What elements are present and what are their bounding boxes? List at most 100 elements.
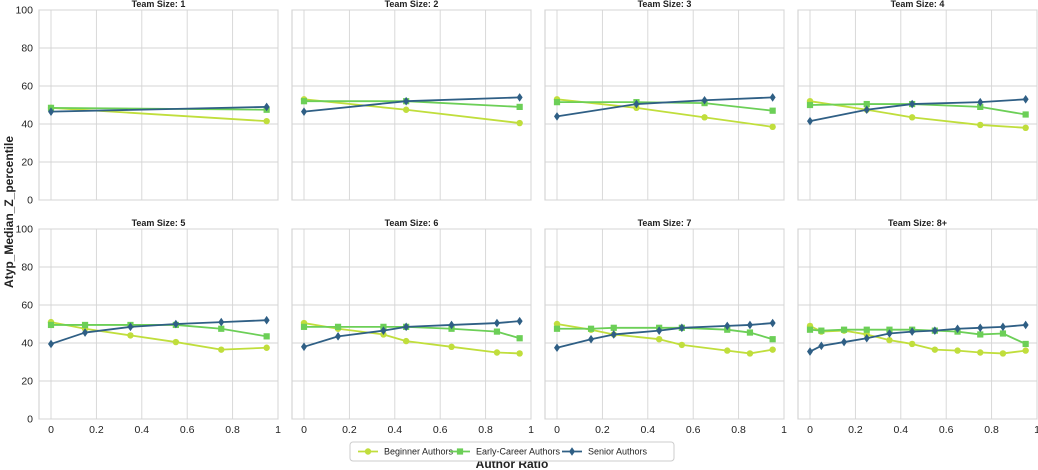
series-beginner-authors xyxy=(47,318,270,353)
x-tick-label: 0.2 xyxy=(342,424,357,436)
legend-item-early-career-authors: Early-Career Authors xyxy=(450,447,561,457)
panel-title: Team Size: 4 xyxy=(891,0,945,9)
y-tick-label: 60 xyxy=(21,81,33,93)
data-point xyxy=(1022,95,1029,104)
legend: Beginner Authors Early-Career Authors Seni… xyxy=(349,441,675,462)
y-tick-label: 100 xyxy=(15,224,33,236)
x-tick-label: 0.8 xyxy=(225,424,240,436)
y-tick-label: 40 xyxy=(21,119,33,131)
panel-team-size-2: Team Size: 2 xyxy=(291,0,532,201)
legend-marker xyxy=(569,447,575,456)
legend-label: Early-Career Authors xyxy=(476,447,561,457)
data-point xyxy=(127,332,134,339)
y-tick-label: 20 xyxy=(21,157,33,169)
x-tick-label: 0.8 xyxy=(478,424,493,436)
series-senior-authors xyxy=(48,315,270,349)
data-point xyxy=(954,324,961,334)
data-point xyxy=(263,315,270,325)
x-tick-label: 0.8 xyxy=(731,424,746,436)
data-point xyxy=(977,97,984,107)
x-tick-label: 0 xyxy=(554,424,560,436)
legend-marker xyxy=(456,448,464,455)
data-point xyxy=(47,321,55,329)
y-tick-label: 80 xyxy=(21,43,33,55)
y-tick-label: 60 xyxy=(21,300,33,312)
series-line xyxy=(556,96,773,118)
data-point xyxy=(977,349,984,356)
x-tick-label: 1 xyxy=(781,424,787,436)
data-point xyxy=(769,318,776,328)
data-point xyxy=(263,117,270,125)
data-point xyxy=(82,328,89,337)
data-point xyxy=(448,343,455,350)
data-point xyxy=(909,327,916,336)
series-line xyxy=(556,323,773,355)
series-beginner-authors xyxy=(553,96,776,131)
data-point xyxy=(999,350,1007,357)
series-line xyxy=(50,321,267,351)
panel-team-size-1: Team Size: 1 0 20 40 60 80 100 xyxy=(15,0,279,207)
data-point xyxy=(908,340,916,348)
data-point xyxy=(218,346,225,353)
x-tick-label: 0.6 xyxy=(939,424,954,436)
data-point xyxy=(656,326,663,335)
panel-team-size-3: Team Size: 3 xyxy=(544,0,785,201)
data-point xyxy=(493,328,501,335)
data-point xyxy=(402,337,410,345)
data-point xyxy=(553,325,561,332)
data-point xyxy=(655,336,663,343)
data-point xyxy=(977,121,984,129)
series-senior-authors xyxy=(48,102,270,116)
panel-frame xyxy=(797,228,1038,420)
data-point xyxy=(999,322,1006,332)
panel-title: Team Size: 8+ xyxy=(888,218,947,228)
data-point xyxy=(769,123,776,131)
data-point xyxy=(516,119,523,127)
data-point xyxy=(633,99,640,109)
panel-frame xyxy=(38,228,279,420)
data-point xyxy=(516,93,523,102)
data-point xyxy=(977,323,984,333)
data-point xyxy=(954,347,961,354)
x-tick-label: 0.6 xyxy=(433,424,448,436)
data-point xyxy=(301,107,307,116)
data-point xyxy=(863,326,870,333)
y-tick-label: 100 xyxy=(15,5,33,17)
x-tick-label: 0.4 xyxy=(134,424,149,436)
x-tick-label: 0 xyxy=(48,424,54,436)
data-point xyxy=(172,338,180,346)
data-point xyxy=(81,321,89,329)
y-tick-label: 0 xyxy=(27,414,33,426)
x-tick-label: 1 xyxy=(1034,424,1038,436)
data-point xyxy=(724,321,731,331)
data-point xyxy=(48,107,54,116)
panel-title: Team Size: 3 xyxy=(638,0,692,9)
data-point xyxy=(403,96,410,106)
data-point xyxy=(977,331,984,338)
data-point xyxy=(516,316,523,326)
data-point xyxy=(746,320,753,330)
y-tick-label: 0 xyxy=(27,195,33,207)
data-point xyxy=(218,317,225,327)
x-tick-label: 0 xyxy=(807,424,813,436)
x-tick-label: 1 xyxy=(275,424,281,436)
data-point xyxy=(1022,347,1029,354)
x-tick-label: 0.6 xyxy=(180,424,195,436)
series-line xyxy=(50,106,267,113)
data-point xyxy=(263,102,270,112)
data-point xyxy=(448,320,455,330)
legend-item-beginner-authors: Beginner Authors xyxy=(358,447,454,457)
data-point xyxy=(493,318,500,328)
data-point xyxy=(48,339,54,349)
data-point xyxy=(863,100,870,108)
data-point xyxy=(516,350,523,357)
data-point xyxy=(553,320,561,328)
series-senior-authors xyxy=(807,320,1029,356)
data-point xyxy=(724,347,731,354)
data-point xyxy=(493,349,501,356)
data-point xyxy=(1022,340,1029,348)
y-axis-label: Atyp_Median_Z_percentile xyxy=(2,136,16,288)
data-point xyxy=(746,350,754,357)
legend-box xyxy=(349,441,675,462)
